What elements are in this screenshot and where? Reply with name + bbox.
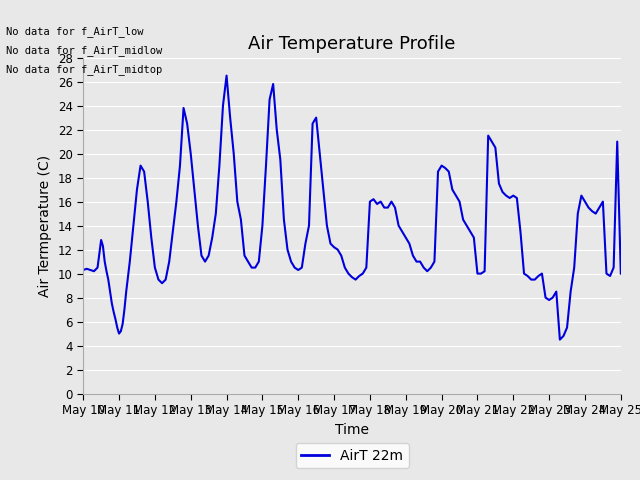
Text: No data for f_AirT_midlow: No data for f_AirT_midlow bbox=[6, 45, 163, 56]
Text: No data for f_AirT_midtop: No data for f_AirT_midtop bbox=[6, 64, 163, 75]
Text: No data for f_AirT_low: No data for f_AirT_low bbox=[6, 25, 144, 36]
X-axis label: Time: Time bbox=[335, 422, 369, 437]
Y-axis label: Air Termperature (C): Air Termperature (C) bbox=[38, 155, 52, 297]
Legend: AirT 22m: AirT 22m bbox=[296, 443, 408, 468]
Title: Air Temperature Profile: Air Temperature Profile bbox=[248, 35, 456, 53]
